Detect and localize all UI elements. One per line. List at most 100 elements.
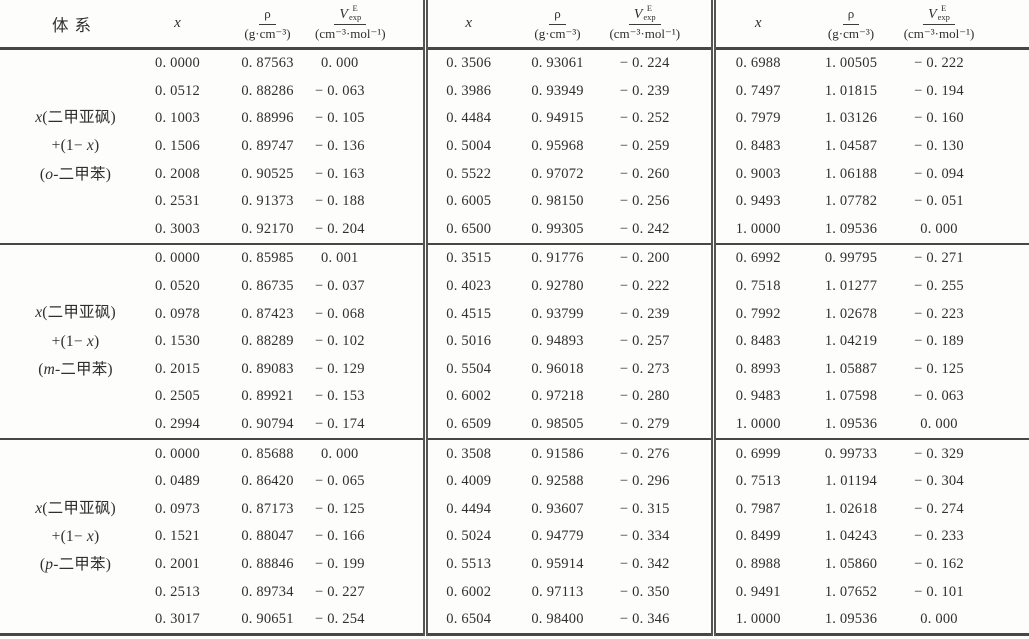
table-row: 0. 1506 0. 89747 − 0. 136 0. 5004 0. 95968 − … bbox=[0, 132, 1029, 161]
rho-value: 0. 95968 bbox=[531, 138, 584, 155]
x-value: 0. 0978 bbox=[155, 305, 200, 322]
x-value: 1. 0000 bbox=[710, 605, 801, 635]
system-label: x(二甲亚砜) +(1− x) (o-二甲苯) bbox=[0, 47, 135, 245]
vexp-value: − 0. 037 bbox=[315, 278, 365, 295]
x-value: 1. 0000 bbox=[710, 410, 801, 440]
x-value: 0. 7987 bbox=[710, 495, 801, 524]
rho-value: 1. 06188 bbox=[824, 165, 878, 182]
table-row: 0. 0512 0. 88286 − 0. 063 0. 3986 0. 93949 − … bbox=[0, 77, 1029, 106]
x-value: 0. 8499 bbox=[710, 523, 801, 551]
table-row: 0. 0978 0. 87423 − 0. 068 0. 4515 0. 93799 − … bbox=[0, 300, 1029, 328]
rho-value: 0. 88289 bbox=[241, 333, 294, 350]
x-value: 0. 6002 bbox=[422, 383, 510, 411]
vexp-value: − 0. 346 bbox=[619, 611, 670, 628]
vexp-value: − 0. 094 bbox=[914, 165, 964, 182]
vexp-value: − 0. 254 bbox=[315, 611, 365, 628]
rho-value: 1. 01194 bbox=[825, 473, 877, 490]
rho-fraction: ρ (g·cm⁻³) bbox=[828, 6, 874, 42]
x-value: 0. 9483 bbox=[710, 383, 801, 411]
x-value: 0. 4494 bbox=[422, 495, 510, 524]
table-row: 0. 3003 0. 92170 − 0. 204 0. 6500 0. 99305 − … bbox=[0, 215, 1029, 245]
rho-symbol: ρ bbox=[549, 6, 566, 25]
x-value: 1. 0000 bbox=[710, 215, 801, 245]
table-row: 0. 2531 0. 91373 − 0. 188 0. 6005 0. 98150 − … bbox=[0, 187, 1029, 216]
table-row: x(二甲亚砜) +(1− x) (o-二甲苯) 0. 0000 0. 87563 0. 0… bbox=[0, 47, 1029, 245]
rho-value: 0. 94779 bbox=[531, 528, 584, 545]
vexp-value: − 0. 188 bbox=[315, 193, 365, 210]
rho-value: 0. 88996 bbox=[241, 110, 294, 127]
rho-value: 0. 86420 bbox=[241, 473, 294, 490]
x-value: 0. 5522 bbox=[422, 160, 510, 188]
rho-value: 1. 02618 bbox=[824, 500, 878, 517]
x-value: 0. 5016 bbox=[422, 327, 510, 356]
x-value: 0. 0489 bbox=[155, 473, 200, 490]
vexp-value: − 0. 204 bbox=[315, 220, 365, 237]
rho-value: 0. 89921 bbox=[241, 388, 294, 405]
system-label-line: +(1− x) bbox=[51, 137, 100, 155]
x-value: 0. 7518 bbox=[710, 272, 801, 301]
x-value: 0. 3515 bbox=[422, 243, 510, 273]
x-value: 0. 2001 bbox=[155, 555, 200, 572]
system-label-line: +(1− x) bbox=[51, 527, 100, 545]
x-value: 0. 3986 bbox=[422, 77, 510, 106]
rho-value: 1. 07652 bbox=[824, 583, 878, 600]
rho-value: 0. 97113 bbox=[531, 583, 584, 600]
vexp-value: − 0. 174 bbox=[315, 416, 365, 433]
system-label-line: (m-二甲苯) bbox=[38, 360, 113, 378]
vexp-units: (cm⁻³·mol⁻¹) bbox=[609, 26, 681, 42]
table-row: 0. 2994 0. 90794 − 0. 174 0. 6509 0. 98505 − … bbox=[0, 410, 1029, 440]
x-value: 0. 2008 bbox=[155, 165, 200, 182]
rho-value: 0. 85985 bbox=[220, 243, 315, 273]
vexp-value: − 0. 166 bbox=[315, 528, 365, 545]
x-value: 0. 4009 bbox=[422, 467, 510, 496]
table-row: 0. 2015 0. 89083 − 0. 129 0. 5504 0. 96018 − … bbox=[0, 355, 1029, 384]
rho-value: 1. 05860 bbox=[824, 555, 878, 572]
x-value: 0. 7979 bbox=[710, 105, 801, 133]
vexp-value: − 0. 257 bbox=[619, 333, 670, 350]
rho-value: 0. 85688 bbox=[220, 438, 315, 468]
vexp-value: − 0. 224 bbox=[605, 47, 713, 78]
rho-column-header: ρ (g·cm⁻³) bbox=[510, 0, 605, 50]
vexp-value: − 0. 304 bbox=[914, 473, 964, 490]
rho-value: 0. 97072 bbox=[531, 165, 584, 182]
rho-units: (g·cm⁻³) bbox=[827, 25, 875, 41]
vexp-value: 0. 001 bbox=[315, 243, 425, 273]
vexp-value: − 0. 068 bbox=[315, 305, 365, 322]
x-value: 0. 1003 bbox=[155, 110, 200, 127]
vexp-value: − 0. 329 bbox=[901, 438, 1029, 468]
vexp-value: − 0. 334 bbox=[619, 528, 670, 545]
x-value: 0. 9491 bbox=[710, 578, 801, 606]
rho-value: 0. 90525 bbox=[241, 165, 294, 182]
vexp-value: − 0. 350 bbox=[619, 583, 670, 600]
x-value: 0. 6504 bbox=[422, 605, 510, 635]
system-label-line: (o-二甲苯) bbox=[39, 165, 112, 183]
rho-value: 0. 89747 bbox=[241, 138, 294, 155]
vexp-value: − 0. 252 bbox=[619, 110, 670, 127]
vexp-value: 0. 000 bbox=[920, 611, 958, 628]
vexp-value: − 0. 200 bbox=[605, 243, 713, 273]
rho-value: 1. 04587 bbox=[824, 138, 878, 155]
rho-value: 0. 88047 bbox=[241, 528, 294, 545]
system-column-header: 体系 bbox=[0, 0, 135, 50]
vexp-value: 0. 000 bbox=[920, 416, 958, 433]
x-value: 0. 2015 bbox=[155, 360, 200, 377]
x-value: 0. 6500 bbox=[422, 215, 510, 245]
vexp-value: − 0. 239 bbox=[619, 82, 670, 99]
x-value: 0. 7992 bbox=[710, 300, 801, 328]
rho-symbol: ρ bbox=[259, 6, 276, 25]
vexp-value: − 0. 065 bbox=[315, 473, 365, 490]
rho-value: 0. 92170 bbox=[241, 220, 294, 237]
table-body: x(二甲亚砜) +(1− x) (o-二甲苯) 0. 0000 0. 87563 0. 0… bbox=[0, 47, 1029, 635]
rho-value: 0. 93061 bbox=[510, 47, 605, 78]
x-column-header: x bbox=[422, 0, 510, 50]
rho-value: 0. 90794 bbox=[241, 416, 294, 433]
x-value: 0. 3506 bbox=[422, 47, 510, 78]
rho-column-header: ρ (g·cm⁻³) bbox=[801, 0, 901, 50]
x-value: 0. 0000 bbox=[135, 47, 220, 78]
vexp-value: − 0. 280 bbox=[619, 388, 670, 405]
